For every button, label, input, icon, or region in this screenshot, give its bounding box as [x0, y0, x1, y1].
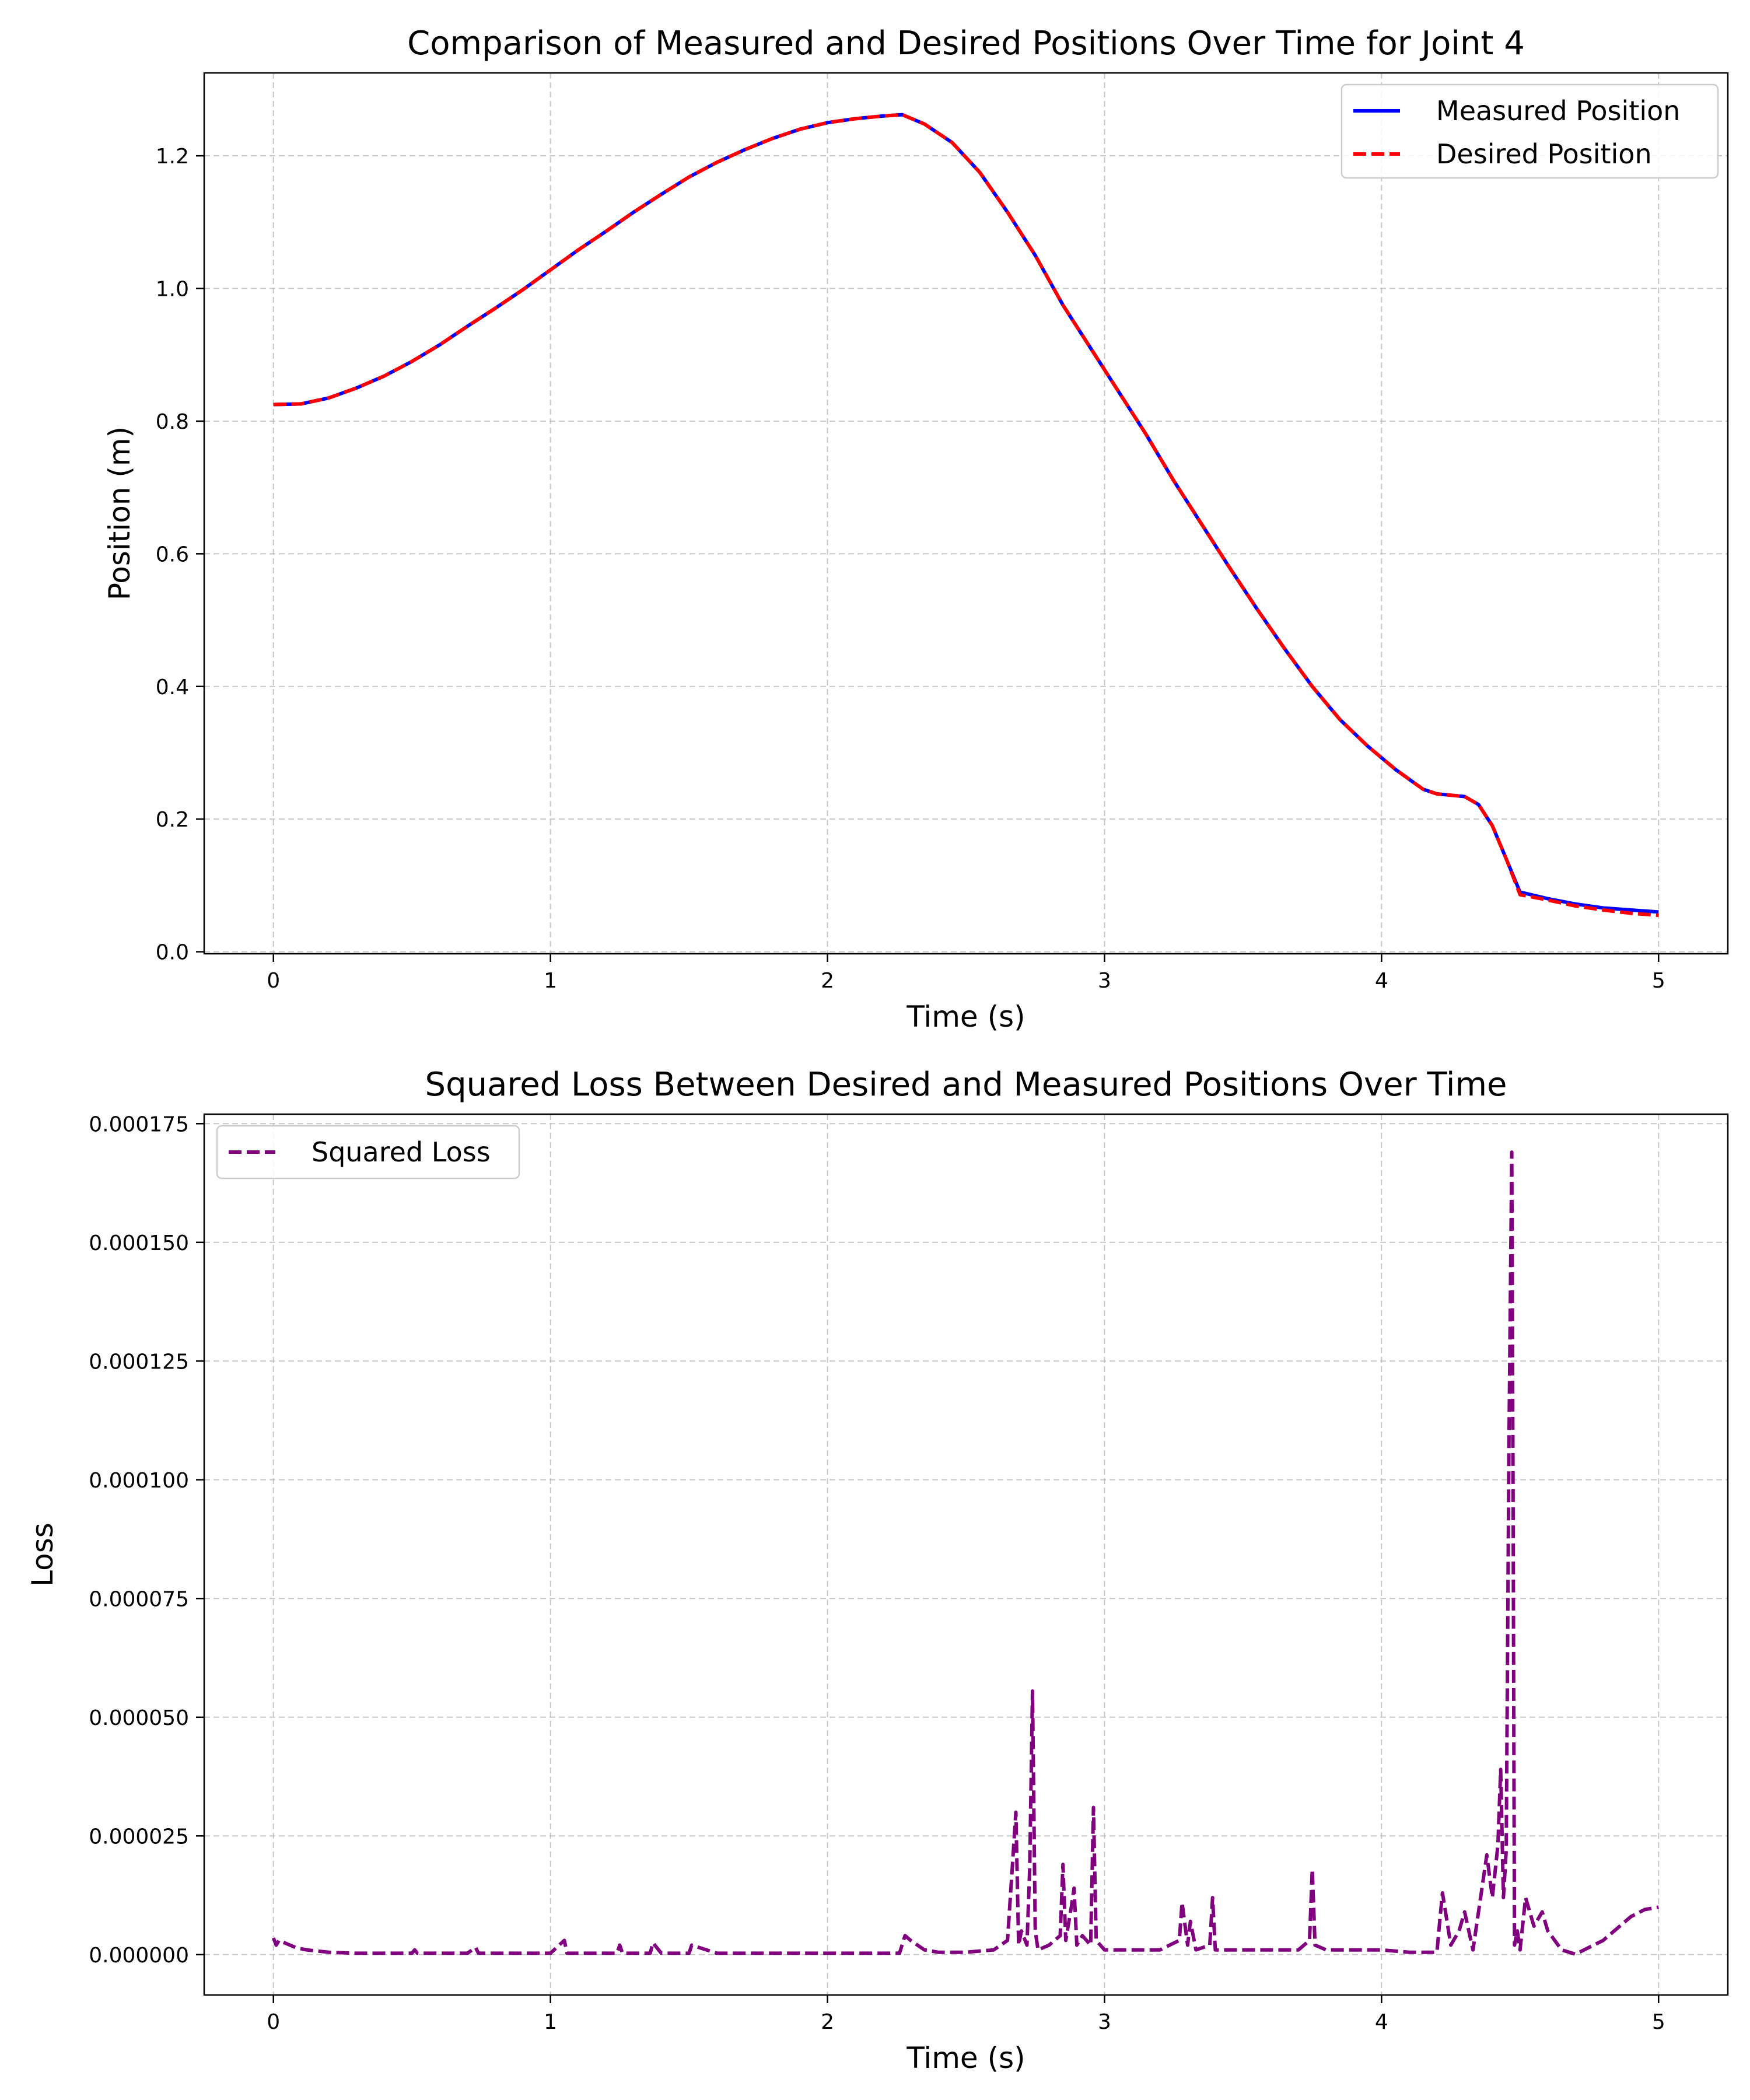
- loss-chart-x-tick-label: 1: [544, 2010, 557, 2034]
- position-chart-y-tick-label: 0.0: [156, 941, 189, 965]
- position-chart-y-tick-label: 0.8: [156, 410, 189, 434]
- position-chart-frame: [203, 72, 1729, 955]
- loss-chart-grid: [204, 1114, 1728, 1995]
- loss-chart-x-tick-label: 4: [1375, 2010, 1388, 2034]
- loss-chart-series: [271, 1150, 1659, 1956]
- loss-chart-title: Squared Loss Between Desired and Measure…: [425, 1066, 1507, 1104]
- position-chart-x-tick-label: 3: [1098, 969, 1111, 993]
- position-chart-y-tick-label: 1.0: [156, 278, 189, 302]
- position-chart-legend-box: [1340, 83, 1719, 179]
- position-chart-x-tick-label: 1: [544, 969, 557, 993]
- legend-loss-label: Squared Loss: [312, 1136, 491, 1168]
- position-chart-x-tick-label: 5: [1652, 969, 1665, 993]
- legend-desired-label: Desired Position: [1436, 138, 1652, 170]
- position-chart-y-tick-label: 0.2: [156, 808, 189, 832]
- position-chart-legend: Measured Position Desired Position: [1340, 83, 1719, 179]
- loss-chart-x-label: Time (s): [906, 2041, 1025, 2075]
- loss-chart-y-tick-label: 0.000150: [89, 1231, 189, 1255]
- position-chart-title: Comparison of Measured and Desired Posit…: [407, 24, 1525, 62]
- loss-chart-y-tick-label: 0.000175: [89, 1112, 189, 1136]
- position-chart: 0 1 2 3 4 5 0.0 0.2 0.4 0.6 0.8 1.0 1.2 Comparison …: [103, 24, 1729, 1034]
- loss-chart-legend-box: [216, 1125, 520, 1180]
- loss-chart-y-tick-label: 0.000050: [89, 1706, 189, 1730]
- loss-chart-x-tick-label: 3: [1098, 2010, 1111, 2034]
- loss-chart-y-tick-label: 0.000025: [89, 1825, 189, 1849]
- position-chart-x-tick-label: 4: [1375, 969, 1388, 993]
- loss-chart-x-ticks: 0 1 2 3 4 5: [267, 1995, 1665, 2034]
- loss-chart-series-squared-loss: [271, 1150, 1659, 1956]
- position-chart-y-tick-label: 0.4: [156, 676, 189, 699]
- position-chart-x-tick-label: 0: [267, 969, 280, 993]
- position-chart-x-tick-label: 2: [821, 969, 834, 993]
- position-chart-x-label: Time (s): [906, 1000, 1025, 1034]
- loss-chart-x-tick-label: 5: [1652, 2010, 1665, 2034]
- position-chart-series-desired-position: [273, 113, 1659, 918]
- loss-chart-y-ticks: 0.000000 0.000025 0.000050 0.000075 0.000100…: [89, 1112, 204, 1968]
- position-chart-series: [273, 113, 1659, 918]
- loss-chart-y-tick-label: 0.000100: [89, 1469, 189, 1493]
- loss-chart-frame: [203, 1113, 1729, 1996]
- loss-chart-y-label: Loss: [26, 1522, 60, 1587]
- loss-chart-y-tick-label: 0.000075: [89, 1587, 189, 1611]
- position-chart-y-label: Position (m): [103, 426, 136, 600]
- loss-chart-y-tick-label: 0.000000: [89, 1944, 189, 1968]
- legend-measured-label: Measured Position: [1436, 95, 1680, 127]
- loss-chart-x-tick-label: 0: [267, 2010, 280, 2034]
- position-chart-y-tick-label: 0.6: [156, 542, 189, 566]
- loss-chart-x-tick-label: 2: [821, 2010, 834, 2034]
- position-chart-y-ticks: 0.0 0.2 0.4 0.6 0.8 1.0 1.2: [156, 145, 204, 965]
- position-chart-x-ticks: 0 1 2 3 4 5: [267, 954, 1665, 993]
- loss-chart-legend: Squared Loss: [216, 1125, 520, 1180]
- loss-chart-y-tick-label: 0.000125: [89, 1350, 189, 1374]
- position-chart-y-tick-label: 1.2: [156, 145, 189, 169]
